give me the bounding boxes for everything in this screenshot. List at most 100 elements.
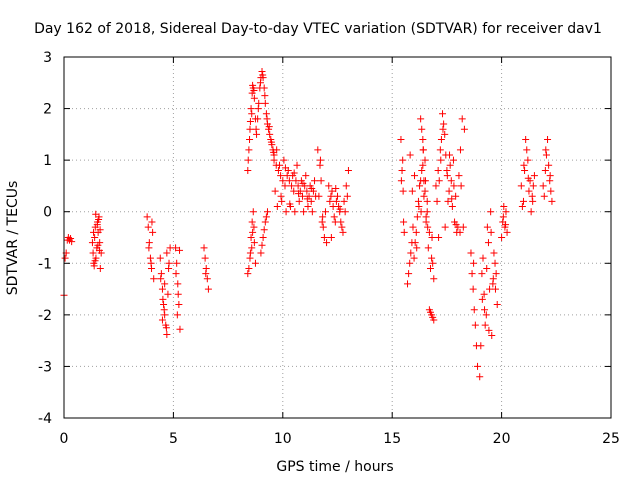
data-point <box>430 275 438 283</box>
data-point <box>340 197 348 205</box>
data-point <box>157 275 165 283</box>
data-point <box>452 221 460 229</box>
data-point <box>490 249 498 257</box>
data-point <box>520 161 528 169</box>
data-point <box>487 228 495 236</box>
data-point <box>542 151 550 159</box>
data-point <box>300 208 308 216</box>
data-point <box>148 218 156 226</box>
data-point <box>502 221 510 229</box>
data-point <box>285 177 293 185</box>
data-point <box>417 115 425 123</box>
data-point <box>542 146 550 154</box>
data-point <box>479 254 487 262</box>
data-point <box>298 192 306 200</box>
data-point <box>476 373 484 381</box>
data-point <box>203 275 211 283</box>
data-point <box>470 306 478 314</box>
data-point <box>204 285 212 293</box>
data-point <box>290 169 298 177</box>
data-point <box>517 182 525 190</box>
data-point <box>435 177 443 185</box>
data-point <box>96 226 104 234</box>
data-point <box>263 115 271 123</box>
data-point <box>164 290 172 298</box>
axis-ticks: 0 5 10 15 20 25 -4 -3 -2 -1 0 1 2 3 <box>38 50 620 447</box>
data-point <box>259 234 267 241</box>
data-point <box>439 110 447 118</box>
data-point <box>428 234 436 241</box>
data-point <box>407 249 415 257</box>
data-point <box>327 192 335 200</box>
data-point <box>293 161 301 169</box>
data-point <box>173 259 181 267</box>
data-point <box>90 228 98 236</box>
data-point <box>440 120 448 128</box>
data-point <box>95 246 103 254</box>
data-point <box>279 177 287 185</box>
data-point <box>90 262 98 270</box>
y-tick-label: -2 <box>38 308 52 324</box>
data-point <box>68 238 76 246</box>
data-point <box>482 311 490 319</box>
data-point <box>201 254 209 262</box>
data-point <box>317 177 325 185</box>
data-point <box>319 223 327 231</box>
data-point <box>469 285 477 293</box>
data-point <box>460 125 468 133</box>
data-point <box>174 280 182 288</box>
data-point <box>200 244 208 252</box>
data-point <box>282 208 290 216</box>
data-point <box>161 280 169 288</box>
data-point <box>525 187 533 195</box>
data-point <box>422 213 430 221</box>
data-point <box>426 308 434 316</box>
data-point <box>459 223 467 231</box>
data-point <box>274 166 282 174</box>
data-point <box>334 192 341 200</box>
data-point <box>146 254 154 262</box>
data-point <box>332 197 340 205</box>
data-point <box>273 203 281 211</box>
data-point <box>249 81 257 89</box>
y-tick-label: 1 <box>43 153 52 169</box>
data-point <box>405 270 413 278</box>
x-tick-label: 15 <box>383 431 401 447</box>
data-point <box>530 172 538 180</box>
data-point <box>248 244 256 252</box>
data-point <box>267 138 275 146</box>
data-point <box>544 136 552 144</box>
data-point <box>256 79 264 87</box>
data-point <box>159 295 167 303</box>
data-point <box>89 249 97 257</box>
data-point <box>307 197 315 205</box>
x-tick-label: 10 <box>274 431 292 447</box>
data-point <box>163 330 171 338</box>
data-point <box>481 321 489 329</box>
data-point <box>302 172 310 180</box>
data-point <box>409 223 417 231</box>
data-point <box>446 161 454 169</box>
data-point <box>262 110 270 118</box>
data-point <box>444 197 452 205</box>
data-point <box>419 136 427 144</box>
data-point <box>249 208 257 216</box>
data-point <box>172 270 180 278</box>
data-point <box>502 208 510 216</box>
data-point <box>424 244 432 252</box>
data-point <box>247 234 255 241</box>
data-point <box>303 187 311 195</box>
data-point <box>67 235 75 243</box>
data-point <box>281 164 289 172</box>
data-point <box>539 182 547 190</box>
data-point <box>529 182 537 190</box>
data-point <box>311 177 319 185</box>
data-point <box>493 301 501 309</box>
data-point <box>246 136 254 144</box>
data-point <box>446 151 454 159</box>
data-point <box>453 228 461 236</box>
data-point <box>523 146 531 154</box>
data-point <box>413 244 421 252</box>
data-point <box>314 146 322 154</box>
data-point <box>91 234 99 241</box>
